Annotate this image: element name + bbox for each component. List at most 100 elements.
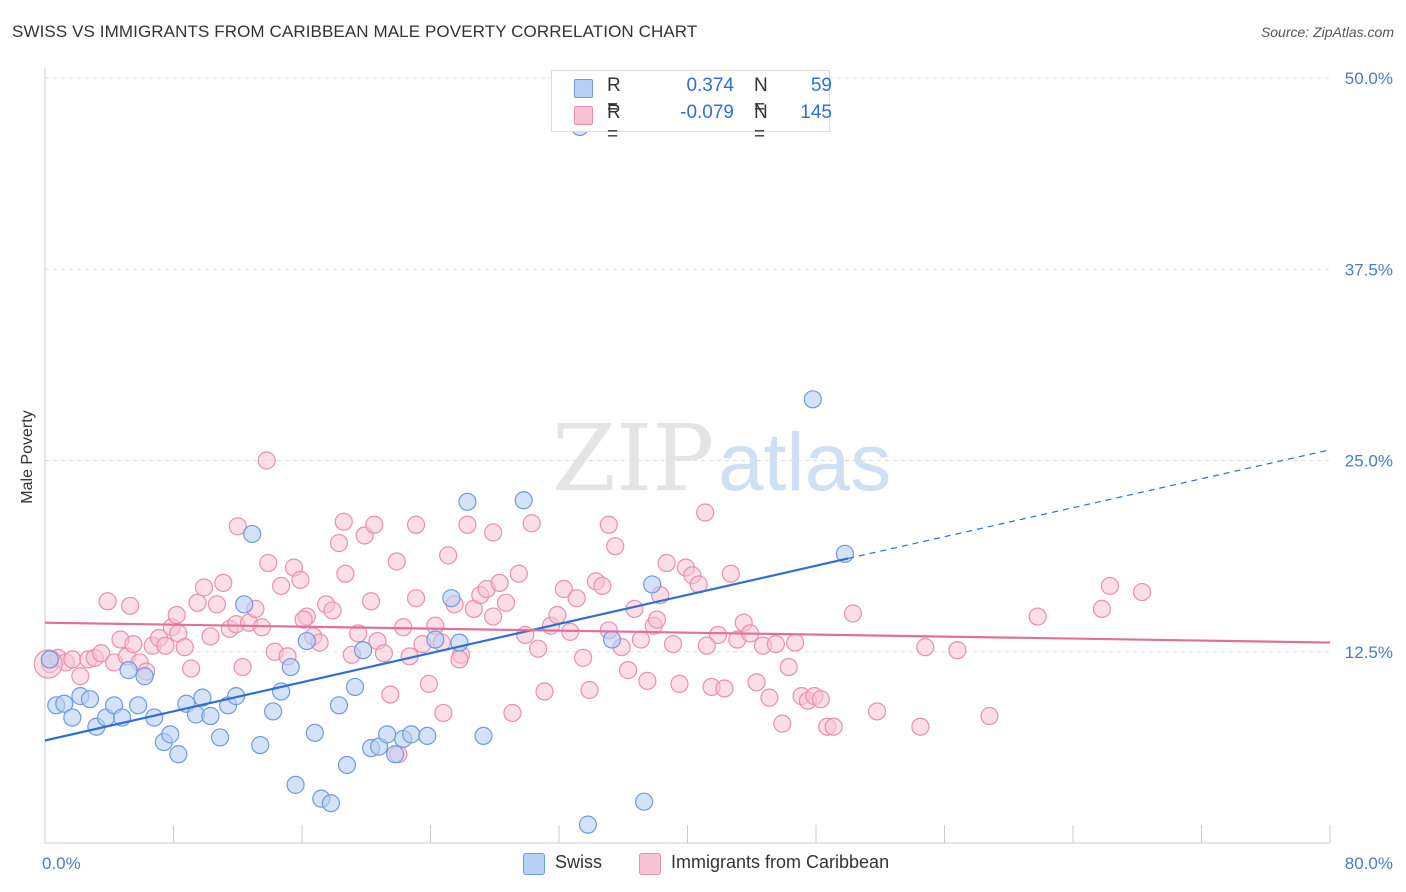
caribbean-point <box>484 607 503 626</box>
swiss-point <box>201 706 220 726</box>
caribbean-point <box>63 650 82 669</box>
bottom-legend-swatch-caribbean <box>639 853 661 875</box>
y-tick-label: 37.5% <box>1345 260 1393 279</box>
swiss-point <box>235 595 254 614</box>
x-tick-label: 80.0% <box>1345 854 1393 873</box>
caribbean-point <box>334 512 353 531</box>
caribbean-point <box>484 523 503 542</box>
caribbean-point <box>824 717 843 736</box>
caribbean-point <box>554 579 573 599</box>
caribbean-point <box>92 644 111 663</box>
swiss-point <box>514 491 533 510</box>
caribbean-point <box>697 636 716 655</box>
caribbean-point <box>323 601 342 620</box>
caribbean-point <box>670 674 689 693</box>
swiss-point <box>243 524 262 544</box>
caribbean-point <box>121 596 140 615</box>
caribbean-point <box>843 604 863 623</box>
caribbean-point <box>228 517 247 536</box>
tick-labels: 12.5% 25.0% 37.5% 50.0% 0.0% 80.0% <box>42 69 1393 873</box>
caribbean-point <box>760 688 779 707</box>
caribbean-point <box>786 633 805 652</box>
watermark-atlas: atlas <box>718 417 891 508</box>
caribbean-point <box>252 618 271 637</box>
caribbean-point <box>811 690 830 709</box>
swiss-point <box>305 723 324 742</box>
legend-r-value-swiss: 0.374 <box>686 75 734 96</box>
legend-n-value-caribbean: 145 <box>800 102 832 123</box>
caribbean-point <box>458 515 477 534</box>
legend-swatch-swiss <box>574 79 593 98</box>
caribbean-point <box>657 553 676 573</box>
caribbean-point <box>406 589 426 608</box>
swiss-point <box>210 728 230 747</box>
caribbean-point <box>175 638 194 657</box>
swiss-point <box>602 630 622 649</box>
caribbean-point <box>779 657 798 677</box>
swiss-point <box>161 725 180 744</box>
caribbean-point <box>365 515 384 534</box>
caribbean-point <box>329 534 349 553</box>
legend-r-value-caribbean: -0.079 <box>680 102 734 123</box>
caribbean-point <box>490 573 509 593</box>
swiss-point <box>129 696 148 715</box>
swiss-point <box>378 725 397 744</box>
swiss-point <box>426 630 445 649</box>
caribbean-point <box>188 593 207 612</box>
caribbean-point <box>631 630 651 649</box>
caribbean-point <box>503 703 522 723</box>
swiss-point <box>803 390 822 409</box>
caribbean-point <box>773 714 792 733</box>
swiss-point <box>40 650 59 669</box>
caribbean-point <box>948 641 967 660</box>
swiss-point <box>386 745 405 764</box>
caribbean-point <box>593 576 612 596</box>
y-tick-label: 25.0% <box>1345 452 1393 471</box>
watermark-zip: ZIP <box>552 405 714 512</box>
caribbean-point <box>747 673 766 692</box>
caribbean-point <box>1092 599 1112 619</box>
caribbean-point <box>529 639 548 658</box>
caribbean-point <box>71 667 90 686</box>
swiss-point <box>345 677 365 697</box>
caribbean-point <box>721 564 740 583</box>
axes <box>44 68 1331 844</box>
legend-r-label: R = <box>607 75 621 118</box>
caribbean-point <box>167 605 186 625</box>
caribbean-point <box>361 592 381 611</box>
caribbean-point <box>606 537 625 556</box>
swiss-point <box>418 726 437 746</box>
swiss-point <box>329 696 349 715</box>
caribbean-point <box>98 592 117 611</box>
legend-swatch-caribbean <box>574 106 593 125</box>
caribbean-point <box>450 650 469 669</box>
caribbean-point <box>618 661 638 680</box>
chart-title: SWISS VS IMMIGRANTS FROM CARIBBEAN MALE … <box>12 22 698 41</box>
caribbean-point <box>599 515 618 534</box>
caribbean-point <box>567 589 586 608</box>
source-label: Source: ZipAtlas.com <box>1260 24 1394 40</box>
watermark: ZIP atlas <box>552 405 891 512</box>
swiss-point <box>63 708 82 727</box>
caribbean-point <box>374 644 394 663</box>
caribbean-point <box>294 610 313 629</box>
caribbean-point <box>156 636 175 655</box>
caribbean-point <box>259 553 278 573</box>
caribbean-point <box>867 702 887 721</box>
y-tick-label: 12.5% <box>1345 643 1393 662</box>
legend-r-label: R = <box>607 102 621 145</box>
swiss-point <box>442 589 461 608</box>
bottom-legend-label-caribbean: Immigrants from Caribbean <box>671 852 890 872</box>
swiss-point <box>263 702 283 721</box>
caribbean-point <box>406 515 426 534</box>
legend-n-label: N = <box>754 75 768 118</box>
swiss-point <box>297 631 316 651</box>
caribbean-point <box>580 680 599 700</box>
caribbean-point <box>182 659 201 678</box>
caribbean-point <box>663 634 683 654</box>
caribbean-point <box>696 503 715 522</box>
swiss-point <box>635 792 654 811</box>
caribbean-point <box>1100 576 1120 596</box>
legend-n-label: N = <box>754 102 768 145</box>
